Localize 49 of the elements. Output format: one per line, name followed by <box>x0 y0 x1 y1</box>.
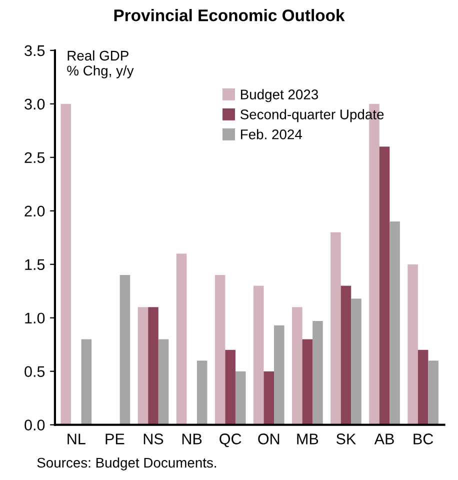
x-tick-label: QC <box>220 434 242 448</box>
x-tick-label: NB <box>182 434 202 444</box>
x-tick-label: ON <box>258 434 280 444</box>
y-tick-label: 1.0 <box>25 312 45 324</box>
x-tick-label: NL <box>68 434 86 444</box>
bar <box>148 307 158 425</box>
bar <box>120 275 130 425</box>
bar <box>264 371 274 425</box>
bar <box>351 298 362 425</box>
y-tick-label: 0.0 <box>24 420 45 430</box>
y-tick-label: 0.5 <box>24 366 45 377</box>
x-tick-label: SK <box>336 434 356 444</box>
y-tick-label: 2.0 <box>24 206 45 217</box>
x-tick-label: BC <box>414 434 434 444</box>
y-tick-label: 2.5 <box>24 152 45 164</box>
bar <box>340 286 352 425</box>
bar <box>312 321 323 425</box>
source-note: Sources: Budget Documents. <box>37 457 216 470</box>
bar <box>138 307 148 425</box>
bar <box>60 104 72 425</box>
bar <box>214 275 226 425</box>
bar <box>196 360 208 425</box>
bar <box>302 339 313 425</box>
x-tick-label: NS <box>144 434 164 444</box>
bar <box>253 286 264 425</box>
bar <box>225 350 236 425</box>
legend-label: Second-quarter Update <box>240 109 384 122</box>
bar <box>158 339 169 425</box>
y-axis-title: Real GDP % Chg, y/y <box>67 50 134 78</box>
x-tick-label: MB <box>297 434 318 444</box>
bar <box>274 325 284 425</box>
y-tick-label: 1.5 <box>25 259 45 270</box>
bar <box>235 371 246 425</box>
bar <box>81 339 92 425</box>
bar <box>176 254 187 425</box>
legend-label: Feb. 2024 <box>240 129 302 140</box>
bar <box>292 307 302 425</box>
y-tick-label: 3.0 <box>24 98 45 110</box>
x-tick-label: PE <box>106 434 124 444</box>
x-tick-label: AB <box>374 434 394 444</box>
chart-title: Provincial Economic Outlook <box>114 9 345 22</box>
bar <box>330 232 341 425</box>
legend-label: Budget 2023 <box>240 89 318 102</box>
y-tick-label: 3.5 <box>24 45 45 56</box>
bar <box>390 222 400 425</box>
bar <box>408 264 418 425</box>
bar <box>418 350 428 425</box>
bar <box>379 146 390 425</box>
bar <box>428 360 438 425</box>
